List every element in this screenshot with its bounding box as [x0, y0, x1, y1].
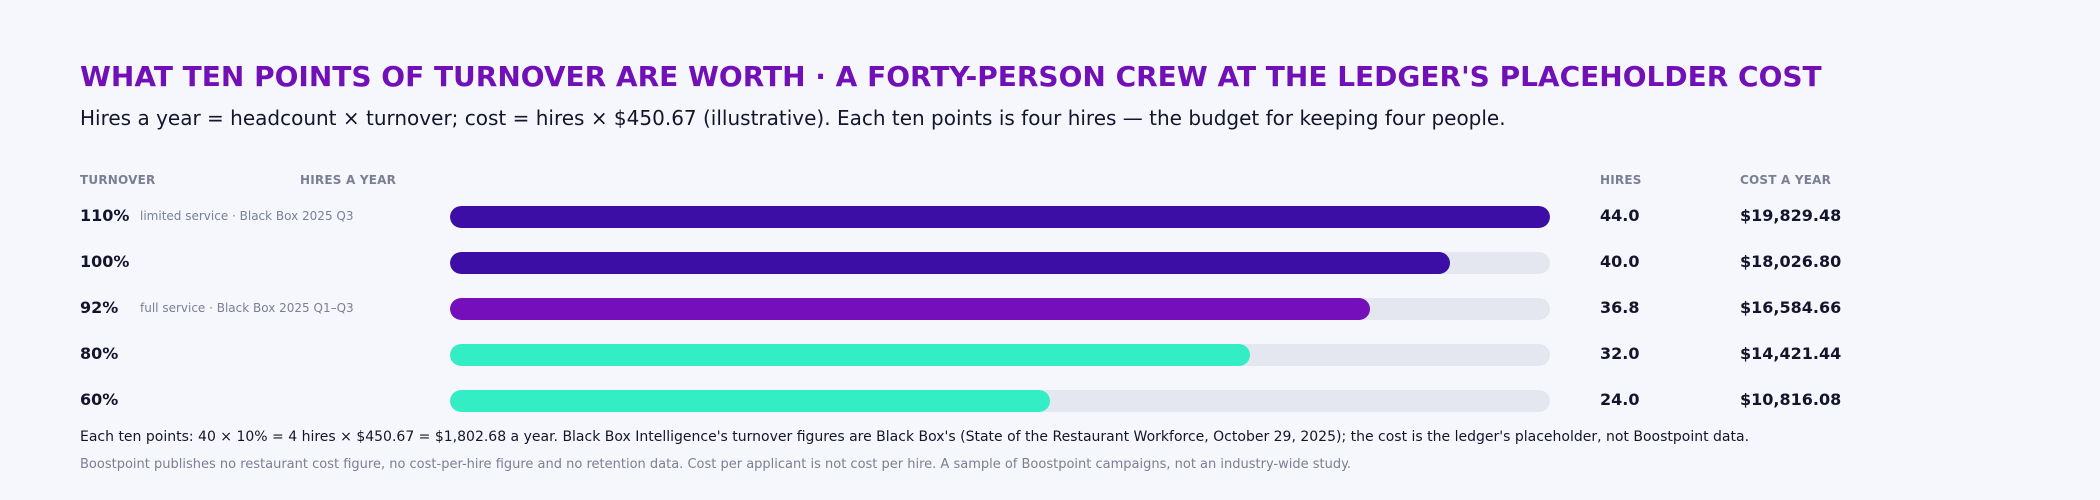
bar-track — [450, 252, 1550, 274]
chart-title: WHAT TEN POINTS OF TURNOVER ARE WORTH · … — [80, 60, 1822, 93]
bar — [450, 344, 1250, 366]
header-hires: HIRES — [1600, 173, 1642, 187]
bar-row: 100% 40.0 $18,026.80 — [0, 240, 2100, 286]
bar — [450, 252, 1450, 274]
cost-value: $16,584.66 — [1740, 298, 1842, 317]
cost-value: $14,421.44 — [1740, 344, 1842, 363]
hires-value: 36.8 — [1600, 298, 1640, 317]
bar — [450, 206, 1550, 228]
row-note: limited service · Black Box 2025 Q3 — [140, 209, 354, 223]
header-cost: COST A YEAR — [1740, 173, 1832, 187]
disclaimer: Boostpoint publishes no restaurant cost … — [80, 457, 1352, 472]
hires-value: 24.0 — [1600, 390, 1640, 409]
bar-row: 92% full service · Black Box 2025 Q1–Q3 … — [0, 286, 2100, 332]
bar-track — [450, 390, 1550, 412]
cost-value: $10,816.08 — [1740, 390, 1842, 409]
bar — [450, 298, 1370, 320]
bar-row: 110% limited service · Black Box 2025 Q3… — [0, 194, 2100, 240]
cost-value: $18,026.80 — [1740, 252, 1842, 271]
bar-row: 80% 32.0 $14,421.44 — [0, 332, 2100, 378]
turnover-label: 100% — [80, 252, 130, 271]
cost-value: $19,829.48 — [1740, 206, 1842, 225]
turnover-label: 60% — [80, 390, 119, 409]
row-note: full service · Black Box 2025 Q1–Q3 — [140, 301, 354, 315]
turnover-label: 110% — [80, 206, 130, 225]
header-hires-a-year: HIRES A YEAR — [300, 173, 397, 187]
turnover-label: 92% — [80, 298, 119, 317]
hires-value: 40.0 — [1600, 252, 1640, 271]
bar-track — [450, 206, 1550, 228]
bar-track — [450, 298, 1550, 320]
hires-value: 32.0 — [1600, 344, 1640, 363]
hires-value: 44.0 — [1600, 206, 1640, 225]
bar — [450, 390, 1050, 412]
header-turnover: TURNOVER — [80, 173, 156, 187]
bar-row: 60% 24.0 $10,816.08 — [0, 378, 2100, 424]
turnover-label: 80% — [80, 344, 119, 363]
bar-track — [450, 344, 1550, 366]
chart-subtitle: Hires a year = headcount × turnover; cos… — [80, 106, 1506, 130]
footnote: Each ten points: 40 × 10% = 4 hires × $4… — [80, 429, 1750, 445]
